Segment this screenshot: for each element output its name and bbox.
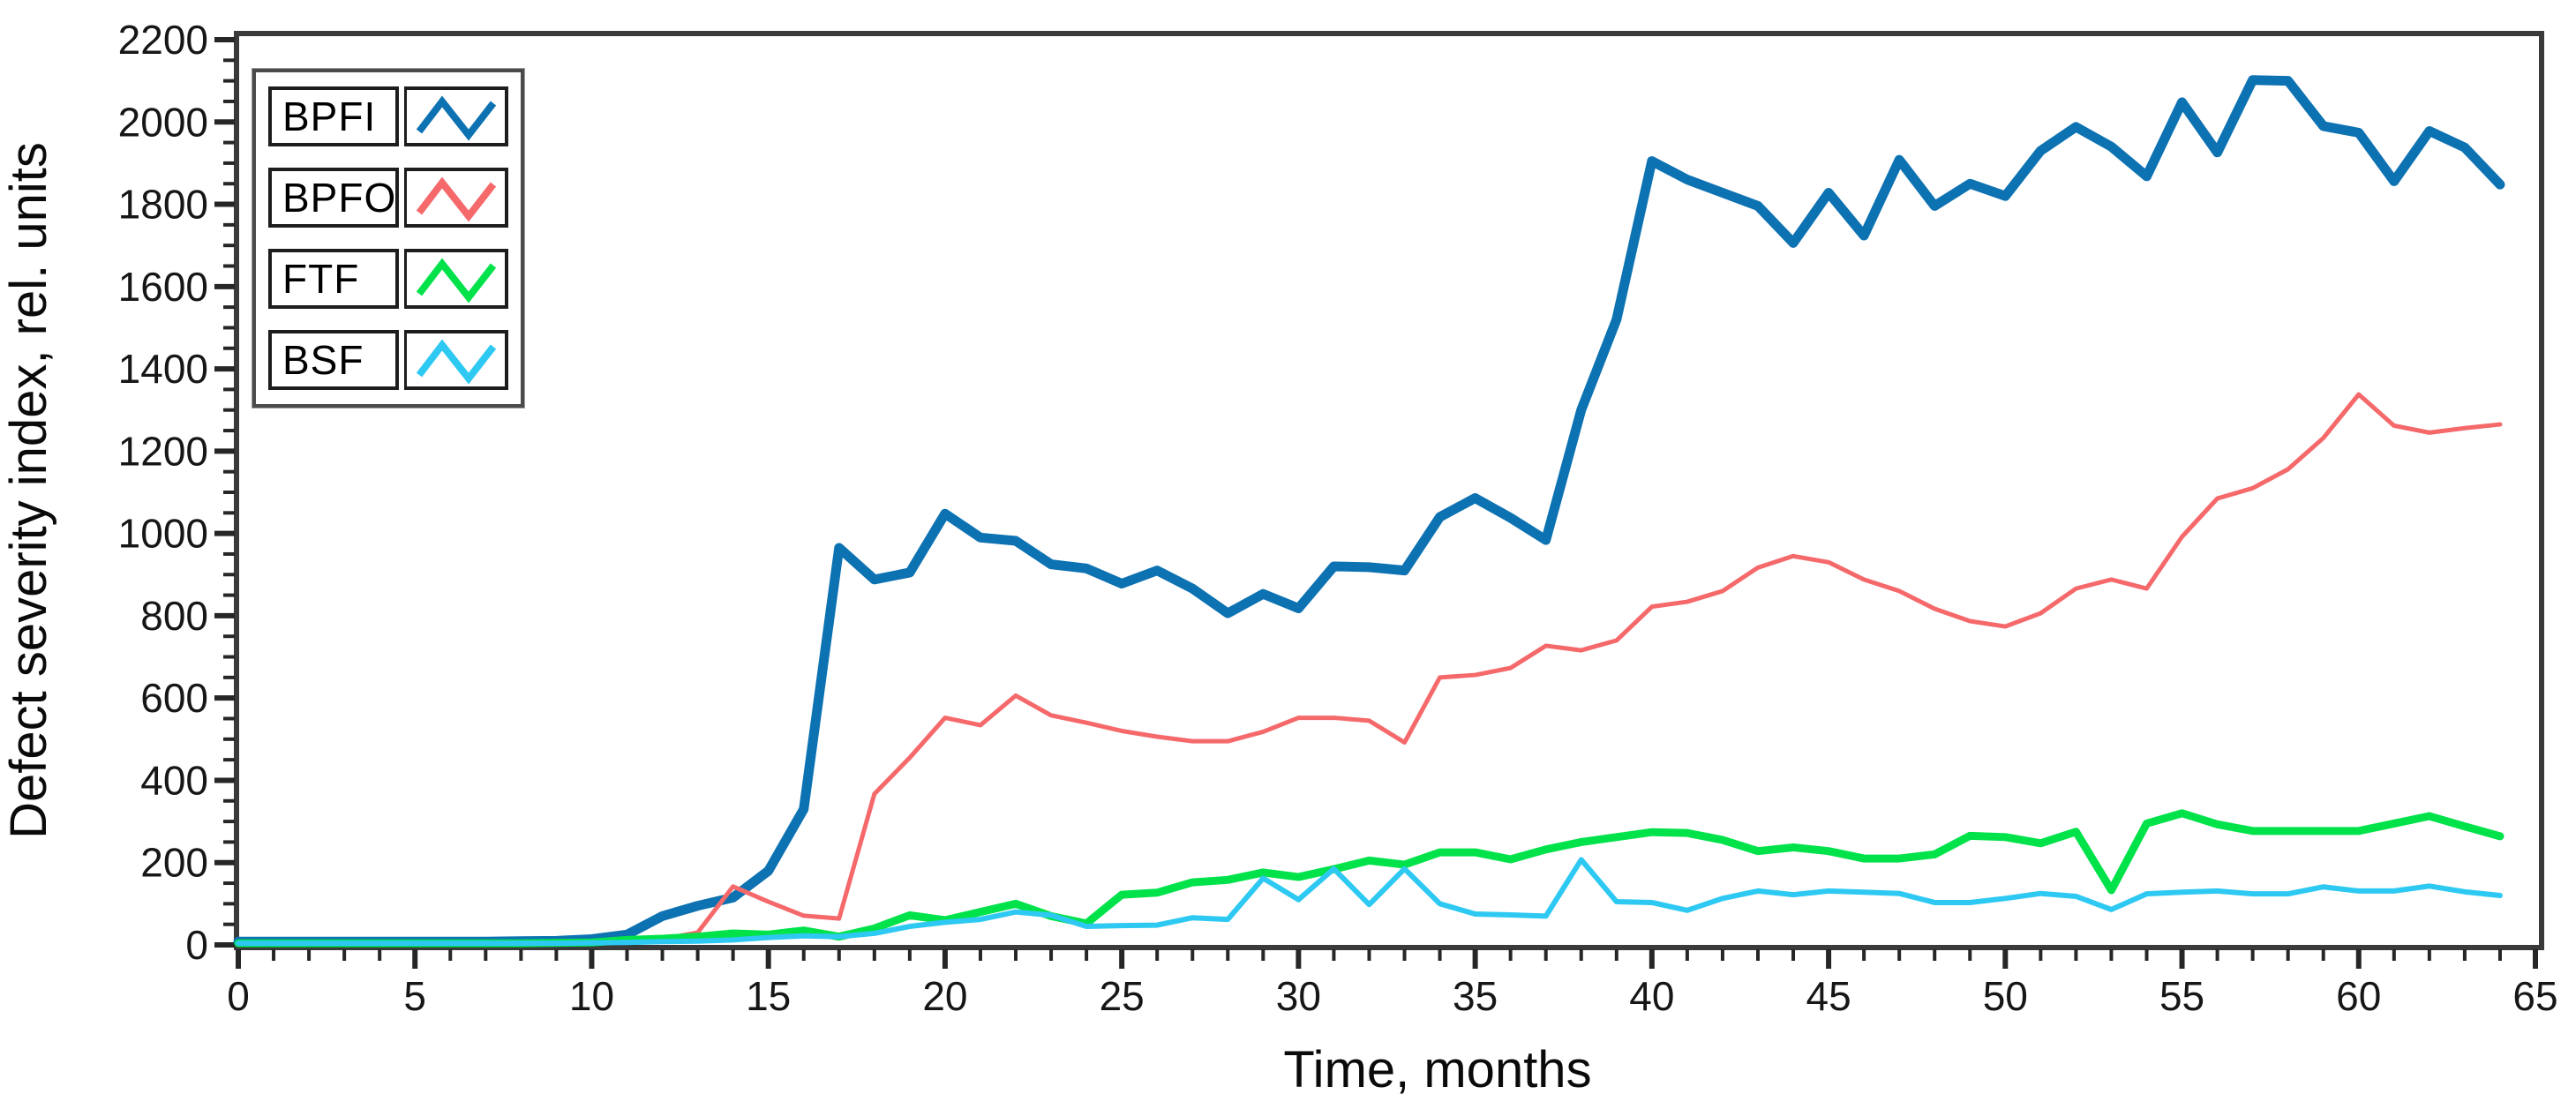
y-axis-title: Defect severity index, rel. units (0, 142, 57, 839)
y-tick-label: 2000 (118, 99, 208, 145)
x-tick-label: 35 (1453, 973, 1498, 1019)
y-tick-label: 600 (140, 675, 208, 721)
legend-label: BPFI (268, 86, 399, 146)
zigzag-line-icon (416, 95, 496, 141)
x-tick-label: 65 (2512, 973, 2557, 1019)
legend-item-BPFO: BPFO (268, 168, 508, 228)
y-tick-label: 1600 (118, 264, 208, 310)
zigzag-line (416, 176, 496, 222)
x-tick-label: 10 (569, 973, 614, 1019)
series-line-FTF (234, 809, 2505, 948)
legend-line-sample-icon (404, 168, 508, 228)
x-tick-label: 40 (1629, 973, 1674, 1019)
zigzag-line-icon (416, 258, 496, 303)
legend-label: FTF (268, 249, 399, 309)
x-tick-label: 60 (2336, 973, 2381, 1019)
zigzag-line-icon (416, 176, 496, 222)
x-tick-label: 5 (403, 973, 426, 1019)
x-tick-label: 20 (922, 973, 967, 1019)
x-tick-label: 0 (227, 973, 250, 1019)
y-tick-label: 1400 (118, 346, 208, 392)
series-line-BPFI (233, 75, 2505, 947)
zigzag-line (416, 339, 496, 385)
y-tick-label: 1200 (118, 428, 208, 474)
legend-line-sample-icon (404, 330, 508, 390)
x-axis-title: Time, months (1283, 1041, 1591, 1098)
legend-label: BSF (268, 330, 399, 390)
x-tick-label: 15 (746, 973, 791, 1019)
y-tick-label: 1000 (118, 511, 208, 557)
y-tick-label: 800 (140, 593, 208, 639)
plot-border (234, 31, 2544, 950)
legend: BPFI BPFO FTF BSF (252, 68, 525, 408)
zigzag-line-icon (416, 339, 496, 385)
legend-item-FTF: FTF (268, 249, 508, 309)
x-tick-label: 25 (1100, 973, 1145, 1019)
y-tick-label: 400 (140, 757, 208, 803)
y-tick-label: 200 (140, 840, 208, 886)
legend-label: BPFO (268, 168, 399, 228)
zigzag-line (416, 95, 496, 141)
zigzag-line (416, 258, 496, 303)
x-tick-label: 55 (2159, 973, 2204, 1019)
legend-line-sample-icon (404, 249, 508, 309)
y-tick-label: 1800 (118, 182, 208, 228)
x-tick-label: 45 (1806, 973, 1851, 1019)
y-tick-label: 0 (185, 922, 208, 968)
x-tick-label: 50 (1983, 973, 2028, 1019)
legend-item-BPFI: BPFI (268, 86, 508, 146)
x-tick-label: 30 (1276, 973, 1321, 1019)
y-tick-label: 2200 (118, 17, 208, 63)
series-line-BSF (236, 857, 2503, 947)
legend-item-BSF: BSF (268, 330, 508, 390)
legend-line-sample-icon (404, 86, 508, 146)
